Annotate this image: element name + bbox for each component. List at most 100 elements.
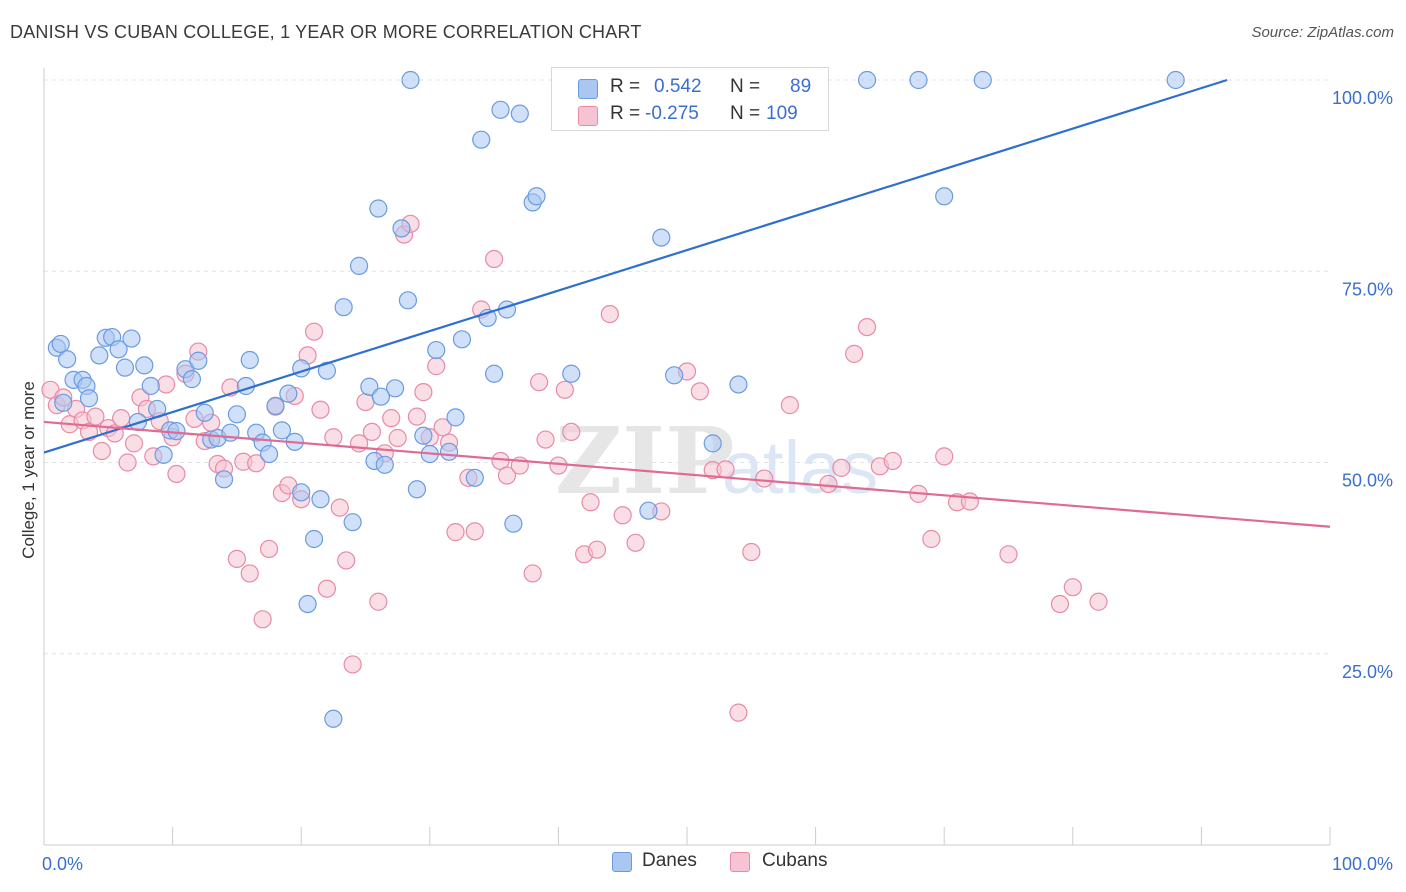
point-danes-86 <box>465 468 484 487</box>
legend-swatch-danes <box>578 79 598 99</box>
point-cubans-93 <box>845 344 864 363</box>
watermark-zip: ZIP <box>555 407 734 515</box>
point-danes-76 <box>703 434 722 453</box>
point-danes-79 <box>857 70 877 90</box>
legend-r-value-danes: 0.542 <box>654 76 702 97</box>
point-cubans-105 <box>1089 592 1108 611</box>
point-cubans-87 <box>716 460 735 479</box>
point-danes-55 <box>401 70 420 90</box>
point-cubans-33 <box>253 610 272 629</box>
point-danes-13 <box>122 329 141 348</box>
x-tick-label-max: 100.0% <box>1332 854 1393 874</box>
point-danes-34 <box>259 444 279 464</box>
point-cubans-73 <box>536 430 555 449</box>
point-danes-40 <box>298 594 317 614</box>
point-danes-18 <box>154 445 173 464</box>
point-cubans-13 <box>124 434 144 453</box>
point-danes-46 <box>343 513 362 532</box>
y-tick-label-0: 25.0% <box>1342 662 1393 682</box>
point-danes-75 <box>665 366 684 385</box>
legend-n-value-cubans: 109 <box>766 103 798 124</box>
legend-n-label: N = <box>730 76 761 97</box>
legend-swatch-cubans <box>578 106 598 126</box>
legend-row-danes: R = 0.542 N = 89 <box>552 74 828 102</box>
point-danes-81 <box>935 187 954 206</box>
point-cubans-78 <box>581 493 600 512</box>
bottom-label-cubans: Cubans <box>762 850 828 871</box>
point-danes-65 <box>485 364 504 383</box>
point-cubans-29 <box>227 549 246 568</box>
point-cubans-46 <box>337 551 356 570</box>
legend-n-label: N = <box>730 103 761 124</box>
point-danes-23 <box>189 351 208 370</box>
point-danes-16 <box>141 376 160 396</box>
point-cubans-50 <box>362 422 382 441</box>
trend-line-danes <box>43 78 1228 454</box>
point-cubans-94 <box>857 317 877 337</box>
point-danes-63 <box>472 130 491 149</box>
point-danes-84 <box>652 228 671 247</box>
point-cubans-12 <box>118 453 137 472</box>
point-cubans-104 <box>1063 578 1082 597</box>
x-tick-label-min: 0.0% <box>42 854 83 874</box>
point-danes-52 <box>385 379 405 398</box>
point-danes-66 <box>491 100 510 119</box>
point-cubans-18 <box>157 375 176 394</box>
trend-line-cubans <box>43 420 1331 528</box>
point-danes-82 <box>973 70 992 90</box>
point-cubans-79 <box>587 540 607 559</box>
point-cubans-32 <box>247 454 266 473</box>
point-cubans-96 <box>883 451 902 471</box>
point-danes-69 <box>510 104 529 123</box>
point-cubans-47 <box>343 655 362 674</box>
correlation-legend: R = 0.542 N = 89 R = -0.275 N = 109 <box>551 67 829 131</box>
point-danes-11 <box>109 340 128 359</box>
point-cubans-69 <box>497 466 517 485</box>
point-cubans-20 <box>167 464 186 484</box>
point-danes-2 <box>58 350 77 369</box>
legend-r-label: R = <box>610 76 641 97</box>
point-danes-48 <box>360 377 379 396</box>
point-cubans-67 <box>485 249 504 269</box>
point-cubans-63 <box>446 523 465 542</box>
point-danes-22 <box>182 370 201 389</box>
point-danes-24 <box>195 403 214 422</box>
point-danes-62 <box>452 330 472 349</box>
point-cubans-88 <box>742 542 761 562</box>
point-danes-51 <box>375 455 394 474</box>
point-cubans-101 <box>960 492 980 511</box>
point-danes-77 <box>729 375 748 394</box>
point-danes-37 <box>279 384 298 403</box>
point-cubans-76 <box>562 422 581 441</box>
point-cubans-65 <box>465 522 484 541</box>
points-layer <box>41 70 1185 728</box>
point-danes-43 <box>317 361 337 380</box>
point-cubans-80 <box>600 304 619 324</box>
point-cubans-98 <box>922 529 941 549</box>
point-danes-45 <box>334 298 353 317</box>
bottom-swatch-cubans <box>730 852 750 872</box>
point-cubans-11 <box>112 409 131 428</box>
point-danes-47 <box>349 256 369 275</box>
point-cubans-72 <box>530 373 549 392</box>
point-cubans-85 <box>690 382 709 401</box>
point-danes-44 <box>324 709 343 728</box>
point-danes-1 <box>51 334 70 354</box>
point-cubans-54 <box>388 428 407 448</box>
point-danes-71 <box>527 187 546 206</box>
point-danes-74 <box>639 501 658 520</box>
y-tick-label-1: 50.0% <box>1342 471 1393 491</box>
point-danes-7 <box>79 389 99 408</box>
point-danes-36 <box>272 421 292 440</box>
point-danes-8 <box>90 346 109 365</box>
point-danes-3 <box>54 393 73 412</box>
point-cubans-106 <box>729 703 748 722</box>
point-cubans-61 <box>433 418 452 437</box>
point-danes-87 <box>371 387 391 406</box>
y-axis-label: College, 1 year or more <box>19 381 38 559</box>
point-danes-60 <box>439 442 459 461</box>
watermark-atlas: atlas <box>722 426 878 509</box>
point-cubans-58 <box>414 383 433 402</box>
source-label: Source: ZipAtlas.com <box>1251 24 1394 41</box>
